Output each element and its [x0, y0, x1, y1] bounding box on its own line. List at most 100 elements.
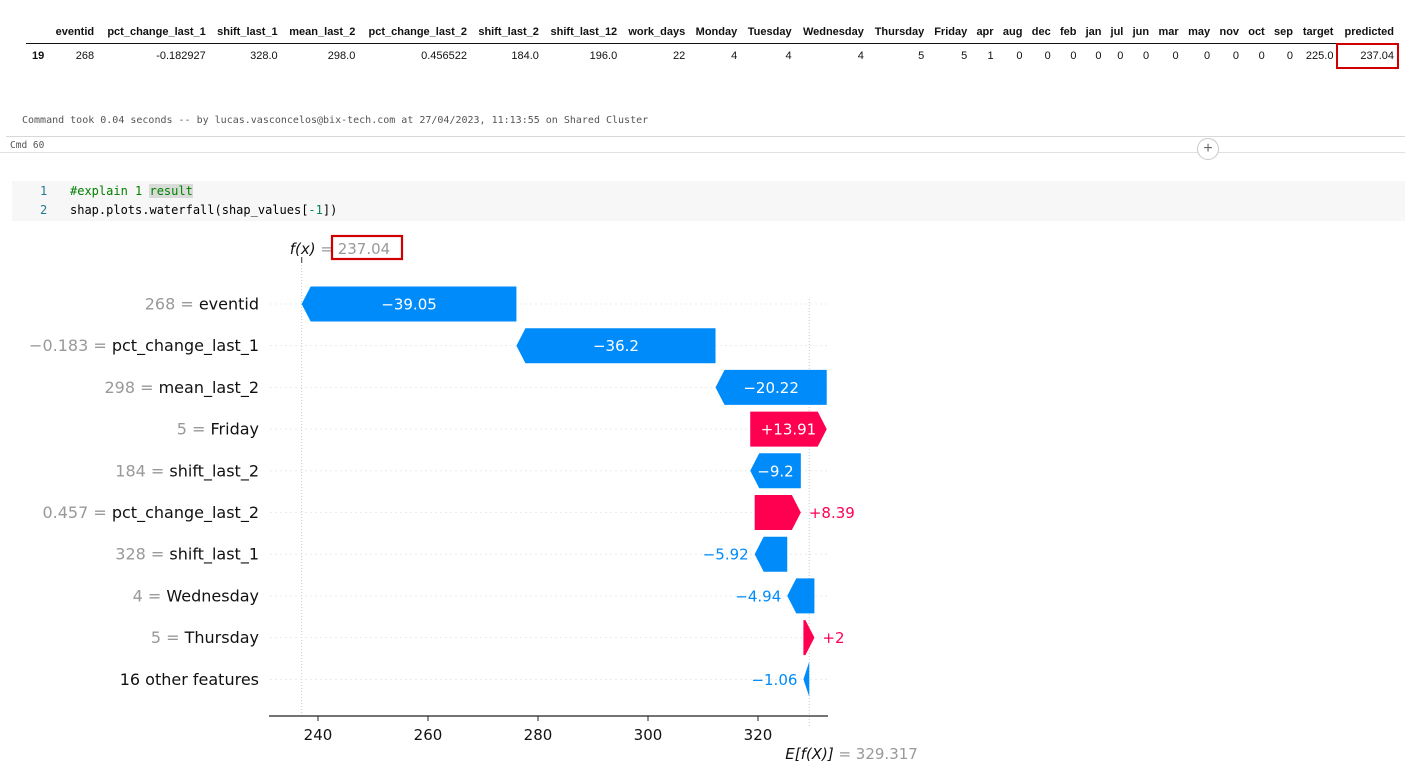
feature-name: pct_change_last_2	[112, 503, 259, 523]
table-cell: 0	[1117, 50, 1124, 62]
feature-value: 298 =	[104, 378, 158, 397]
line-number: 1	[40, 184, 48, 198]
negative-bar	[787, 578, 815, 614]
bar-value-label: −36.2	[593, 337, 639, 355]
column-header: shift_last_2	[470, 22, 543, 44]
feature-label: 0.457 = pct_change_last_2	[42, 503, 259, 523]
row-index: 19	[32, 50, 45, 62]
cell-divider	[0, 152, 1405, 153]
column-header: apr	[971, 22, 998, 44]
feature-label: 5 = Thursday	[151, 628, 259, 647]
feature-label: 328 = shift_last_1	[115, 545, 259, 565]
column-header: pct_change_last_2	[359, 22, 471, 44]
x-tick-label: 300	[634, 726, 663, 744]
feature-value: 268 =	[145, 295, 199, 314]
column-header: may	[1182, 22, 1215, 44]
positive-bar	[750, 411, 827, 447]
feature-label: 184 = shift_last_2	[115, 461, 259, 481]
column-header: predicted	[1337, 22, 1398, 44]
negative-bar	[516, 328, 716, 364]
table-cell: 4	[731, 50, 738, 62]
line-number: 2	[40, 203, 48, 217]
table-cell: 328.0	[250, 50, 278, 62]
code-comment: #explain 1	[70, 184, 150, 198]
feature-label: 268 = eventid	[145, 295, 259, 314]
bar-value-label: −39.05	[381, 296, 437, 314]
table-cell: 0	[1286, 50, 1293, 62]
feature-label: 4 = Wednesday	[133, 586, 259, 605]
base-value-label: E[f(X)] = 329.317	[785, 745, 918, 763]
column-header: dec	[1026, 22, 1055, 44]
table-cell: 22	[672, 50, 686, 62]
feature-value: −0.183 =	[29, 336, 112, 355]
table-cell: 268	[75, 50, 95, 62]
table-cell: 184.0	[511, 50, 539, 62]
table-cell: 0	[1095, 50, 1102, 62]
table-cell: 0	[1204, 50, 1211, 62]
feature-value: 4 =	[133, 586, 167, 605]
code-line-1[interactable]: #explain 1 result	[70, 184, 193, 198]
feature-name: Thursday	[184, 628, 259, 647]
table-row: 19 268 -0.182927 328.0 298.0 0.456522 184.0 196…	[26, 42, 1399, 69]
column-header: jun	[1127, 22, 1154, 44]
fx-symbol: f(x)	[290, 240, 316, 258]
negative-bar	[750, 453, 801, 489]
column-header: feb	[1054, 22, 1081, 44]
column-header: sep	[1268, 22, 1297, 44]
shap-waterfall-chart: 268 = eventid −39.05 −0.183 = pct_change_l…	[29, 234, 918, 763]
column-header: mean_last_2	[281, 22, 360, 44]
fx-label: f(x) = 237.04	[290, 240, 390, 258]
x-tick-label: 320	[744, 726, 773, 744]
table-cell: 0	[1070, 50, 1077, 62]
column-header: shift_last_12	[542, 22, 622, 44]
table-cell: -0.182927	[156, 50, 206, 62]
column-header: Tuesday	[741, 22, 796, 44]
negative-bar	[715, 369, 827, 405]
add-cell-button[interactable]: +	[1197, 138, 1219, 160]
cell-label: Cmd 60	[10, 140, 45, 151]
feature-name: shift_last_1	[169, 545, 259, 565]
highlight-box	[330, 234, 404, 261]
feature-value: 184 =	[115, 461, 169, 480]
column-header: jan	[1080, 22, 1106, 44]
feature-name: mean_last_2	[159, 378, 259, 398]
bar-value-label: −5.92	[703, 546, 749, 564]
code-number: -1	[308, 203, 323, 217]
feature-name: eventid	[199, 295, 259, 314]
table-cell: 5	[918, 50, 925, 62]
column-header: Monday	[689, 22, 742, 44]
table-cell: 0	[1142, 50, 1150, 62]
column-header: pct_change_last_1	[98, 22, 210, 44]
table-cell: 0	[1232, 50, 1240, 62]
column-header: mar	[1153, 22, 1183, 44]
feature-value: 328 =	[115, 545, 169, 564]
column-header: jul	[1105, 22, 1128, 44]
feature-name: pct_change_last_1	[112, 336, 259, 356]
positive-bar	[754, 495, 801, 530]
feature-value: 5 =	[177, 420, 211, 439]
column-header: oct	[1243, 22, 1269, 44]
x-tick-label: 240	[304, 726, 333, 744]
positive-bar	[803, 620, 815, 656]
code-editor[interactable]: 1 2 #explain 1 result shap.plots.waterfa…	[12, 181, 1405, 221]
bar-value-label: −9.2	[757, 462, 793, 480]
feature-name: shift_last_2	[169, 461, 259, 481]
bar-value-label: +13.91	[761, 421, 817, 439]
code-line-2[interactable]: shap.plots.waterfall(shap_values[-1])	[70, 203, 337, 217]
column-header: work_days	[621, 22, 690, 44]
table-cell: 298.0	[327, 50, 356, 62]
fx-value: = 237.04	[316, 240, 391, 258]
column-header: Thursday	[867, 22, 929, 44]
base-symbol: E[f(X)]	[785, 745, 834, 763]
feature-name: 16 other features	[120, 670, 259, 689]
column-header: Friday	[928, 22, 972, 44]
feature-value: 0.457 =	[42, 503, 111, 522]
table-cell: 225.0	[1305, 50, 1334, 62]
column-header: Wednesday	[795, 22, 868, 44]
bar-value-label: −20.22	[743, 379, 799, 397]
bar-value-label: −4.94	[735, 587, 781, 605]
column-header: aug	[997, 22, 1027, 44]
bar-value-label: +2	[822, 629, 844, 647]
code-text: shap.plots.waterfall(shap_values[	[70, 203, 309, 217]
table-cell: 0	[1172, 50, 1179, 62]
